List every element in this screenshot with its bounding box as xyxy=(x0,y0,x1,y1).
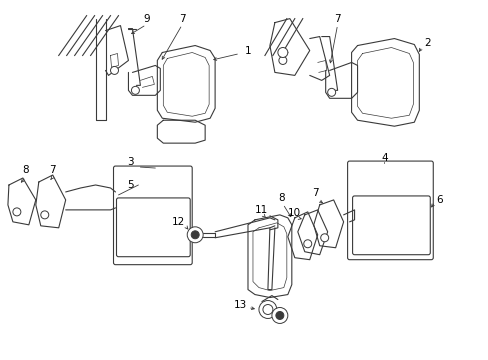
Text: 6: 6 xyxy=(435,195,442,205)
Circle shape xyxy=(275,311,283,319)
Text: 9: 9 xyxy=(143,14,149,24)
FancyBboxPatch shape xyxy=(352,196,429,255)
Text: 4: 4 xyxy=(380,153,387,163)
Circle shape xyxy=(320,234,328,242)
Circle shape xyxy=(187,227,203,243)
Text: 13: 13 xyxy=(233,300,246,310)
Circle shape xyxy=(110,67,118,75)
Text: 8: 8 xyxy=(278,193,285,203)
Text: 12: 12 xyxy=(171,217,184,227)
Circle shape xyxy=(303,240,311,248)
Circle shape xyxy=(259,301,276,319)
FancyBboxPatch shape xyxy=(116,198,190,257)
Text: 7: 7 xyxy=(334,14,340,24)
Circle shape xyxy=(131,86,139,94)
Text: 7: 7 xyxy=(312,188,318,198)
Text: 11: 11 xyxy=(255,205,268,215)
Text: 7: 7 xyxy=(179,14,185,24)
Circle shape xyxy=(278,57,286,64)
Text: 10: 10 xyxy=(287,208,301,218)
Circle shape xyxy=(263,305,272,315)
FancyBboxPatch shape xyxy=(113,166,192,265)
Text: 8: 8 xyxy=(22,165,29,175)
Circle shape xyxy=(191,231,199,239)
Text: 7: 7 xyxy=(49,165,56,175)
Circle shape xyxy=(13,208,21,216)
Text: 2: 2 xyxy=(423,37,430,48)
Text: 1: 1 xyxy=(244,45,251,55)
Circle shape xyxy=(277,48,287,58)
Text: 3: 3 xyxy=(127,157,134,167)
Circle shape xyxy=(41,211,49,219)
Circle shape xyxy=(271,307,287,323)
FancyBboxPatch shape xyxy=(347,161,432,260)
Circle shape xyxy=(327,88,335,96)
Text: 5: 5 xyxy=(127,180,134,190)
